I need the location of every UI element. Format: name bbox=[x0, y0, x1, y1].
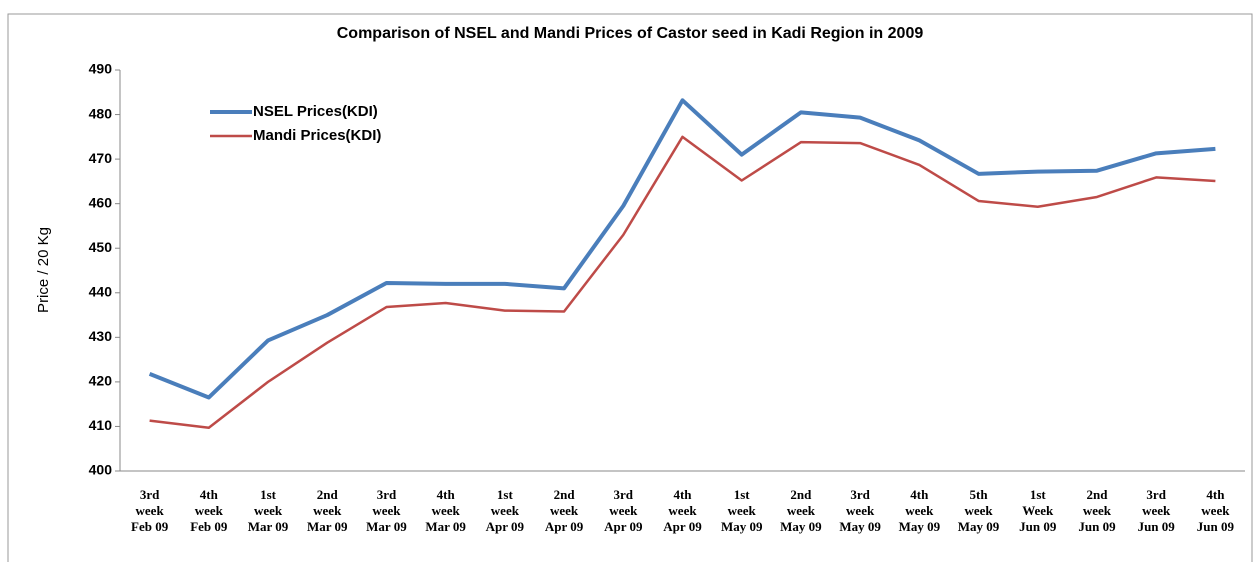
x-tick-label: Apr 09 bbox=[486, 519, 525, 534]
y-tick-label: 460 bbox=[89, 194, 113, 210]
x-tick-label: 3rd bbox=[850, 487, 870, 502]
x-tick-label: Feb 09 bbox=[131, 519, 169, 534]
x-tick-label: 3rd bbox=[614, 487, 634, 502]
y-tick-label: 490 bbox=[89, 61, 113, 77]
x-tick-label: 4th bbox=[910, 487, 929, 502]
x-tick-label: 1st bbox=[260, 487, 277, 502]
x-tick-label: 2nd bbox=[317, 487, 339, 502]
x-tick-label: May 09 bbox=[839, 519, 881, 534]
x-tick-label: Jun 09 bbox=[1197, 519, 1235, 534]
x-tick-label: week bbox=[136, 503, 165, 518]
y-tick-label: 430 bbox=[89, 328, 113, 344]
x-tick-label: week bbox=[195, 503, 224, 518]
y-tick-label: 450 bbox=[89, 239, 113, 255]
x-tick-label: week bbox=[846, 503, 875, 518]
x-tick-label: Mar 09 bbox=[425, 519, 466, 534]
chart-frame bbox=[7, 13, 1253, 562]
series-line bbox=[149, 135, 1216, 430]
x-tick-label: Mar 09 bbox=[307, 519, 348, 534]
x-tick-label: 1st bbox=[734, 487, 751, 502]
x-tick-label: Week bbox=[1022, 503, 1054, 518]
x-tick-label: week bbox=[728, 503, 757, 518]
x-tick-label: week bbox=[1142, 503, 1171, 518]
x-tick-label: May 09 bbox=[958, 519, 1000, 534]
y-tick-label: 420 bbox=[89, 373, 113, 389]
y-tick-label: 410 bbox=[89, 417, 113, 433]
legend-label: Mandi Prices(KDI) bbox=[253, 127, 381, 144]
x-tick-label: week bbox=[313, 503, 342, 518]
x-tick-label: week bbox=[432, 503, 461, 518]
x-tick-label: Apr 09 bbox=[663, 519, 702, 534]
x-tick-label: 1st bbox=[497, 487, 514, 502]
x-tick-label: 5th bbox=[970, 487, 989, 502]
x-tick-label: 2nd bbox=[790, 487, 812, 502]
x-tick-label: Apr 09 bbox=[604, 519, 643, 534]
x-tick-label: 3rd bbox=[377, 487, 397, 502]
x-tick-label: Jun 09 bbox=[1019, 519, 1057, 534]
series-line bbox=[148, 98, 1216, 400]
x-tick-label: 3rd bbox=[140, 487, 160, 502]
x-tick-label: Jun 09 bbox=[1078, 519, 1116, 534]
x-tick-label: Jun 09 bbox=[1138, 519, 1176, 534]
x-tick-label: week bbox=[372, 503, 401, 518]
x-tick-label: 2nd bbox=[554, 487, 576, 502]
x-tick-label: May 09 bbox=[780, 519, 822, 534]
x-tick-label: week bbox=[609, 503, 638, 518]
y-tick-label: 480 bbox=[89, 105, 113, 121]
x-tick-label: May 09 bbox=[721, 519, 763, 534]
x-tick-label: week bbox=[668, 503, 697, 518]
x-tick-label: 4th bbox=[673, 487, 692, 502]
x-tick-label: 2nd bbox=[1086, 487, 1108, 502]
x-tick-label: week bbox=[787, 503, 816, 518]
x-tick-label: 4th bbox=[200, 487, 219, 502]
chart-title: Comparison of NSEL and Mandi Prices of C… bbox=[337, 25, 924, 42]
x-tick-label: 3rd bbox=[1146, 487, 1166, 502]
y-tick-label: 470 bbox=[89, 150, 113, 166]
x-tick-label: week bbox=[550, 503, 579, 518]
y-axis-label: Price / 20 Kg bbox=[35, 227, 52, 313]
x-tick-label: week bbox=[1201, 503, 1230, 518]
x-tick-label: Mar 09 bbox=[366, 519, 407, 534]
x-tick-label: week bbox=[905, 503, 934, 518]
x-tick-label: week bbox=[964, 503, 993, 518]
x-tick-label: week bbox=[491, 503, 520, 518]
x-tick-label: 1st bbox=[1030, 487, 1047, 502]
x-tick-label: May 09 bbox=[899, 519, 941, 534]
x-tick-label: Apr 09 bbox=[545, 519, 584, 534]
x-tick-label: week bbox=[254, 503, 283, 518]
y-tick-label: 400 bbox=[89, 462, 113, 478]
x-tick-label: Feb 09 bbox=[190, 519, 228, 534]
x-tick-label: week bbox=[1083, 503, 1112, 518]
legend-label: NSEL Prices(KDI) bbox=[253, 103, 378, 120]
x-tick-label: 4th bbox=[1206, 487, 1225, 502]
x-tick-label: 4th bbox=[437, 487, 456, 502]
x-tick-label: Mar 09 bbox=[248, 519, 289, 534]
y-tick-label: 440 bbox=[89, 283, 113, 299]
